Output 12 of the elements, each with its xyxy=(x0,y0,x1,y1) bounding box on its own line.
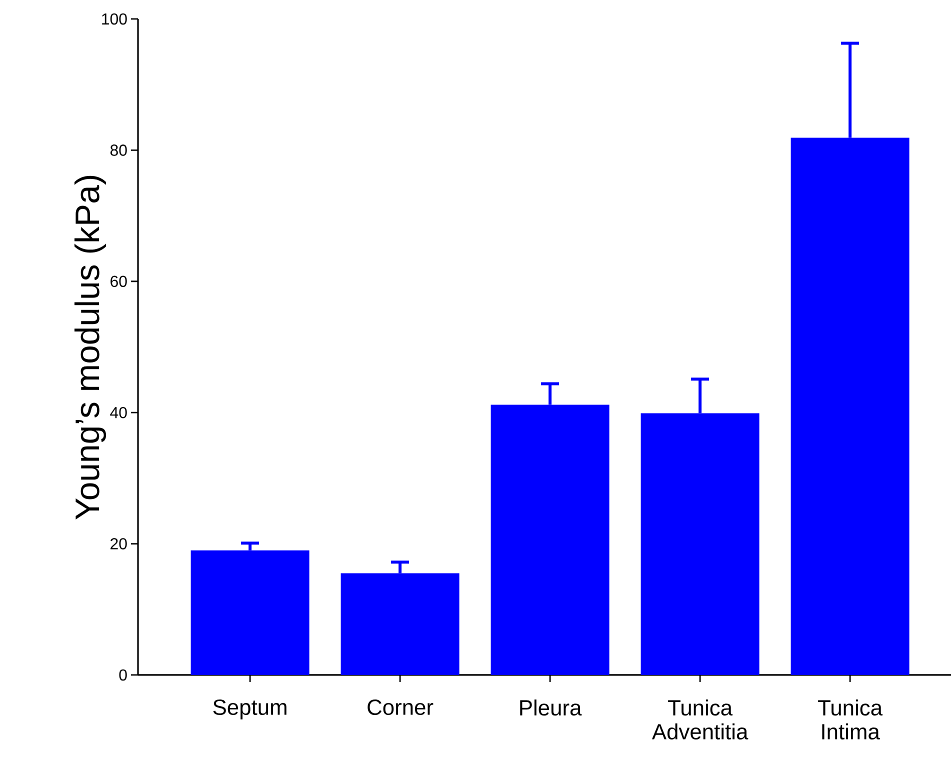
y-tick-label: 0 xyxy=(119,669,127,681)
y-tick-label: 40 xyxy=(110,406,127,418)
y-tick-label: 80 xyxy=(110,144,127,156)
x-tick-label: Tunica Intima xyxy=(818,699,883,740)
x-tick-label: Pleura xyxy=(520,699,582,716)
y-tick-label: 60 xyxy=(110,276,127,288)
y-tick-label: 100 xyxy=(102,13,127,25)
x-tick-label: Corner xyxy=(368,699,434,716)
x-tick-label: Tunica Adventitia xyxy=(652,699,748,740)
y-axis-title: Young’s modulus (kPa) xyxy=(74,176,106,520)
x-tick-label: Septum xyxy=(213,699,286,720)
y-tick-label: 20 xyxy=(110,538,127,550)
